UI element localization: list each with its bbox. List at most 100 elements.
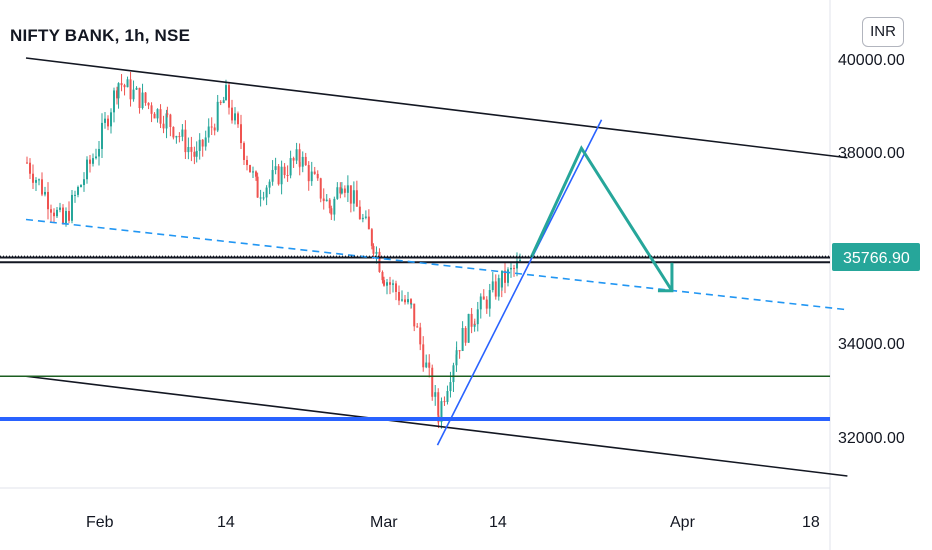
candle-body [77,186,79,195]
candle-body [419,327,422,345]
candle-body [225,85,227,101]
last-price-label: 35766.90 [843,250,910,267]
candle-body [513,267,515,269]
candle-body [246,159,248,166]
candle-body [386,282,388,286]
candle-body [352,190,355,204]
candle-body [372,245,375,254]
candle-body [516,261,518,269]
candle-body [361,217,364,220]
candle-body [116,90,118,99]
candle-body [401,299,403,301]
candle-body [519,259,521,262]
candle-body [473,323,476,325]
candle-body [89,159,91,164]
candle-body [295,149,298,161]
candle-body [47,191,49,210]
candle-body [71,194,73,221]
candle-body [416,326,419,328]
candle-body [92,158,94,164]
candle-body [201,139,204,147]
projection-arrowhead [657,262,674,293]
candle-body [204,137,207,147]
candle-body [458,350,461,352]
candle-body [117,83,120,99]
candle-body [147,102,150,106]
candle-body [476,309,479,325]
candle-body [422,344,425,368]
candle-body [482,296,485,300]
candle-body [50,209,52,213]
candle-body [464,328,467,343]
candle-body [210,126,213,128]
candle-body [467,313,470,343]
candle-body [461,328,464,351]
candle-body [41,179,43,195]
candle-body [307,165,310,182]
candle-body [104,118,106,123]
candle-body [32,173,34,183]
candle-body [259,197,262,199]
candle-body [485,299,488,309]
candle-body [265,187,268,198]
currency-button[interactable]: INR [862,17,904,47]
candlestick-series [26,71,521,429]
candle-body [190,147,193,152]
candle-body [113,90,115,113]
candle-body [193,151,196,157]
uptrend-line [436,119,603,446]
candle-body [138,87,141,109]
candle-body [144,92,147,103]
candle-body [316,173,319,179]
candle-body [74,194,76,196]
candle-body [240,124,242,144]
candle-body [322,198,325,202]
candle-body [343,188,346,193]
candle-body [169,114,172,127]
candle-body [313,171,316,174]
candle-body [216,101,219,131]
candle-body [494,281,497,297]
drawing-layer [0,57,848,477]
candle-body [381,271,384,281]
candle-body [404,299,406,303]
candle-body [479,296,482,310]
candle-body [510,267,512,270]
candle-body [491,281,494,291]
candle-body [470,313,473,327]
candle-body [95,156,97,159]
candle-body [455,354,458,366]
candle-body [336,187,339,199]
candle-body [346,185,349,193]
candle-body [207,126,210,138]
x-tick-label: Mar [370,514,398,531]
y-tick-label: 34000.00 [838,336,905,353]
candle-body [301,156,304,167]
candle-body [410,299,412,305]
candle-body [56,209,58,217]
candle-body [181,129,184,137]
candle-body [120,83,123,86]
candle-body [289,158,292,176]
candle-body [488,290,491,309]
candle-body [110,112,112,127]
candle-body [395,283,397,292]
candle-body [340,188,343,194]
x-tick-label: Feb [86,514,114,531]
candle-body [383,280,385,286]
candle-body [123,85,126,88]
candle-body [437,392,440,416]
y-tick-label: 32000.00 [838,430,905,447]
candle-body [98,148,100,157]
candle-body [83,179,85,186]
candle-body [38,179,40,181]
x-tick-label: 14 [489,514,507,531]
candle-body [237,113,239,125]
candle-body [165,113,168,129]
candle-body [349,185,352,204]
candle-body [231,107,233,121]
candle-body [29,162,31,174]
candle-body [410,303,413,305]
candle-body [35,180,37,183]
